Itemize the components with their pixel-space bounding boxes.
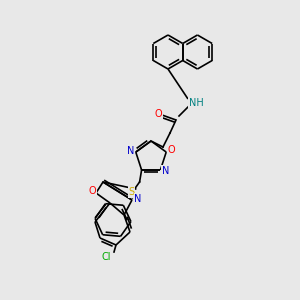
Text: S: S bbox=[128, 187, 135, 197]
Text: O: O bbox=[88, 186, 96, 196]
Text: O: O bbox=[167, 145, 175, 155]
Text: N: N bbox=[134, 194, 142, 204]
Text: NH: NH bbox=[189, 98, 203, 108]
Text: N: N bbox=[162, 166, 169, 176]
Text: O: O bbox=[154, 109, 162, 119]
Text: Cl: Cl bbox=[101, 252, 111, 262]
Text: N: N bbox=[127, 146, 134, 156]
